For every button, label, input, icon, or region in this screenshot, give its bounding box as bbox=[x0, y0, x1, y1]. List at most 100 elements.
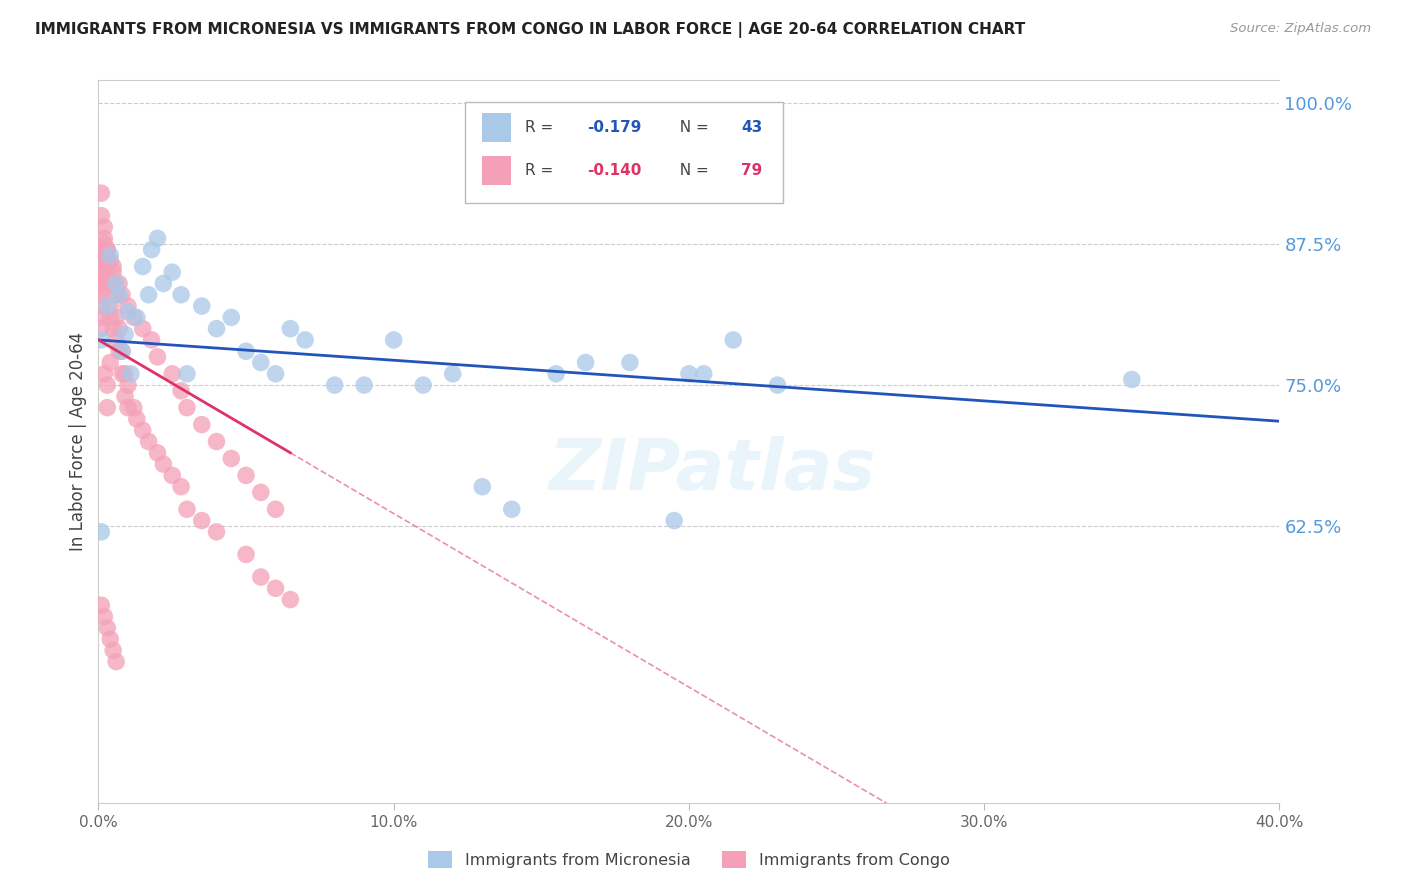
Point bbox=[250, 570, 273, 584]
Point bbox=[117, 299, 139, 313]
Point bbox=[664, 514, 686, 528]
Point bbox=[162, 265, 183, 279]
Point bbox=[170, 480, 193, 494]
Point bbox=[125, 412, 148, 426]
Bar bbox=[482, 112, 510, 142]
Point bbox=[294, 333, 316, 347]
Y-axis label: In Labor Force | Age 20-64: In Labor Force | Age 20-64 bbox=[69, 332, 87, 551]
Point bbox=[471, 480, 494, 494]
Point bbox=[250, 485, 273, 500]
Point bbox=[501, 502, 523, 516]
Point bbox=[93, 231, 115, 245]
Point bbox=[90, 253, 112, 268]
Point bbox=[162, 468, 183, 483]
Point bbox=[96, 243, 118, 257]
Text: Source: ZipAtlas.com: Source: ZipAtlas.com bbox=[1230, 22, 1371, 36]
Point bbox=[90, 265, 112, 279]
Point bbox=[111, 367, 134, 381]
Point bbox=[90, 209, 112, 223]
Point bbox=[96, 253, 118, 268]
Point bbox=[138, 434, 160, 449]
Point bbox=[146, 231, 169, 245]
Point bbox=[280, 321, 302, 335]
Point bbox=[766, 378, 789, 392]
Point bbox=[108, 277, 131, 291]
Point bbox=[250, 355, 273, 369]
Text: 43: 43 bbox=[741, 120, 762, 135]
Point bbox=[235, 548, 257, 562]
Point bbox=[122, 401, 145, 415]
Point bbox=[205, 434, 228, 449]
Point bbox=[575, 355, 598, 369]
Point bbox=[221, 451, 243, 466]
Point bbox=[264, 582, 287, 596]
Point bbox=[152, 457, 174, 471]
Point bbox=[125, 310, 148, 325]
Point bbox=[103, 260, 125, 274]
Point bbox=[176, 502, 198, 516]
Point bbox=[98, 299, 121, 313]
Point bbox=[93, 270, 115, 285]
Point bbox=[191, 417, 214, 432]
Point bbox=[105, 310, 128, 325]
Point bbox=[93, 237, 115, 252]
Point bbox=[93, 282, 115, 296]
Point bbox=[141, 243, 163, 257]
Bar bbox=[482, 156, 510, 185]
Point bbox=[176, 367, 198, 381]
Point bbox=[1121, 372, 1143, 386]
Point bbox=[90, 321, 112, 335]
Text: N =: N = bbox=[671, 163, 714, 178]
Point bbox=[98, 632, 121, 646]
Point bbox=[96, 401, 118, 415]
Point bbox=[103, 321, 125, 335]
Text: R =: R = bbox=[524, 163, 558, 178]
Point bbox=[111, 344, 134, 359]
Point bbox=[117, 304, 139, 318]
Point bbox=[723, 333, 745, 347]
Point bbox=[132, 423, 155, 437]
Point bbox=[96, 243, 118, 257]
Legend: Immigrants from Micronesia, Immigrants from Congo: Immigrants from Micronesia, Immigrants f… bbox=[422, 845, 956, 874]
Point bbox=[235, 468, 257, 483]
Point bbox=[96, 378, 118, 392]
Point bbox=[90, 524, 112, 539]
Point bbox=[176, 401, 198, 415]
Point bbox=[170, 287, 193, 301]
Point bbox=[90, 599, 112, 613]
Point bbox=[353, 378, 375, 392]
Point bbox=[90, 186, 112, 201]
Point bbox=[105, 655, 128, 669]
Point bbox=[108, 344, 131, 359]
Text: -0.140: -0.140 bbox=[588, 163, 641, 178]
Point bbox=[105, 277, 128, 291]
Point bbox=[108, 321, 131, 335]
Point bbox=[221, 310, 243, 325]
Point bbox=[264, 502, 287, 516]
Point bbox=[205, 524, 228, 539]
Point bbox=[120, 367, 142, 381]
Point bbox=[93, 260, 115, 274]
Point bbox=[146, 446, 169, 460]
Point bbox=[152, 277, 174, 291]
Point bbox=[96, 299, 118, 313]
Text: ZIPatlas: ZIPatlas bbox=[548, 436, 876, 505]
Text: R =: R = bbox=[524, 120, 558, 135]
Point bbox=[93, 367, 115, 381]
Point bbox=[90, 243, 112, 257]
Point bbox=[191, 514, 214, 528]
Point bbox=[264, 367, 287, 381]
Point bbox=[90, 310, 112, 325]
Point bbox=[132, 321, 155, 335]
Point bbox=[90, 287, 112, 301]
Point bbox=[117, 401, 139, 415]
Point bbox=[619, 355, 641, 369]
Point bbox=[382, 333, 405, 347]
Text: -0.179: -0.179 bbox=[588, 120, 641, 135]
Point bbox=[90, 277, 112, 291]
Point bbox=[205, 321, 228, 335]
Point bbox=[170, 384, 193, 398]
Point bbox=[111, 344, 134, 359]
Point bbox=[117, 378, 139, 392]
Point bbox=[138, 287, 160, 301]
